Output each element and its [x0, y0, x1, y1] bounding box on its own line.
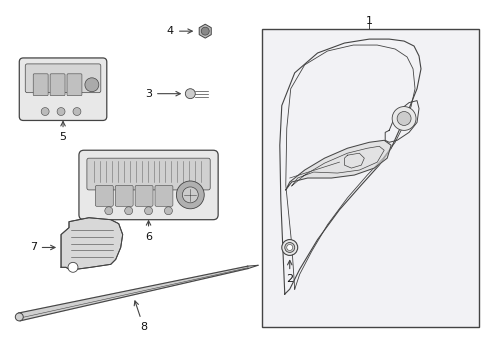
- FancyBboxPatch shape: [33, 74, 48, 96]
- Circle shape: [176, 181, 204, 209]
- Text: 2: 2: [286, 260, 294, 284]
- FancyBboxPatch shape: [155, 185, 173, 206]
- Circle shape: [124, 207, 133, 215]
- FancyBboxPatch shape: [67, 74, 82, 96]
- Circle shape: [282, 239, 298, 255]
- Circle shape: [85, 78, 99, 92]
- Circle shape: [165, 207, 172, 215]
- FancyBboxPatch shape: [96, 185, 113, 206]
- Circle shape: [287, 244, 293, 251]
- Text: 7: 7: [29, 243, 55, 252]
- Text: 3: 3: [145, 89, 180, 99]
- Circle shape: [397, 112, 411, 125]
- Circle shape: [41, 108, 49, 116]
- Circle shape: [185, 89, 196, 99]
- Text: 5: 5: [60, 122, 67, 142]
- Bar: [262, 29, 479, 327]
- Circle shape: [57, 108, 65, 116]
- Text: 1: 1: [366, 16, 373, 26]
- Text: 4: 4: [167, 26, 192, 36]
- Text: 8: 8: [134, 301, 147, 332]
- FancyBboxPatch shape: [19, 58, 107, 121]
- Circle shape: [73, 108, 81, 116]
- Circle shape: [15, 313, 23, 321]
- FancyBboxPatch shape: [25, 64, 101, 93]
- FancyBboxPatch shape: [87, 158, 210, 190]
- Polygon shape: [199, 24, 211, 38]
- FancyBboxPatch shape: [79, 150, 218, 220]
- Polygon shape: [19, 266, 248, 321]
- Circle shape: [105, 207, 113, 215]
- Circle shape: [182, 187, 198, 203]
- Text: 6: 6: [145, 221, 152, 242]
- Circle shape: [201, 27, 209, 35]
- Circle shape: [285, 243, 294, 252]
- Circle shape: [392, 107, 416, 130]
- Circle shape: [145, 207, 152, 215]
- FancyBboxPatch shape: [135, 185, 153, 206]
- Circle shape: [68, 262, 78, 272]
- Polygon shape: [61, 218, 122, 269]
- FancyBboxPatch shape: [115, 185, 133, 206]
- Polygon shape: [286, 140, 391, 190]
- FancyBboxPatch shape: [50, 74, 65, 96]
